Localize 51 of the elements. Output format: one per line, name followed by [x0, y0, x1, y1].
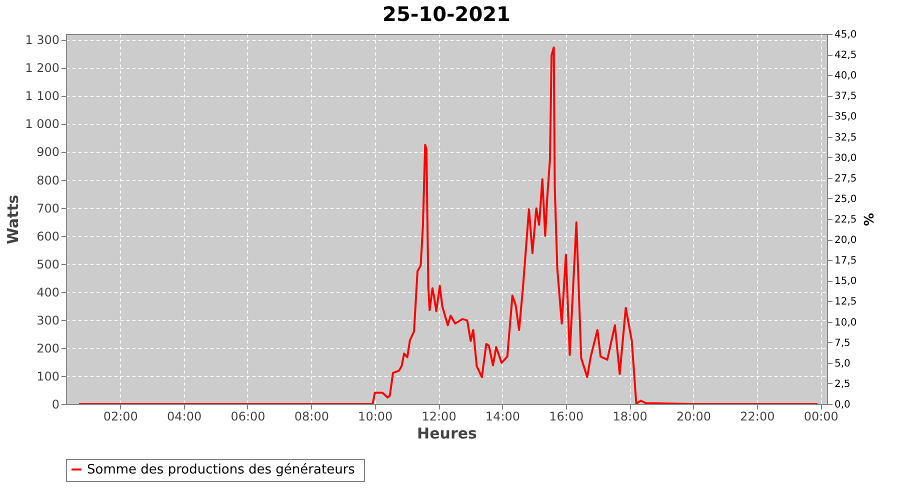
y2-tick-label: 37,5 [834, 91, 857, 102]
y2-axis-title: % [860, 212, 875, 226]
y2-tick-label: 35,0 [834, 112, 857, 123]
y-tick-label: 200 [36, 341, 60, 356]
y2-tick-label: 2,5 [834, 378, 850, 390]
x-tick-label: 00:00 [804, 410, 838, 424]
y-tick-label: 500 [36, 257, 60, 272]
x-tick-label: 20:00 [676, 410, 712, 424]
x-axis-title: Heures [417, 424, 478, 442]
y2-tick-label: 12,5 [834, 296, 857, 308]
x-tick-label: 08:00 [294, 410, 329, 424]
y-tick-label: 800 [36, 173, 60, 188]
y-tick-label: 700 [36, 201, 60, 216]
x-tick-label: 02:00 [103, 410, 138, 424]
y2-tick-label: 27,5 [834, 173, 857, 184]
y-tick-label: 600 [36, 229, 60, 244]
y2-tick-label: 45,0 [834, 30, 857, 40]
chart-title: 25-10-2021 [382, 2, 510, 26]
x-tick-label: 18:00 [612, 410, 648, 424]
y-tick-label: 1 300 [25, 33, 60, 48]
y-axis-title: Watts [4, 194, 22, 244]
y2-tick-label: 30,0 [834, 152, 857, 164]
y-tick-label: 1 200 [25, 61, 60, 76]
x-tick-label: 06:00 [230, 410, 266, 424]
y-tick-label: 1 000 [25, 117, 60, 132]
y-tick-label: 900 [36, 145, 60, 160]
y2-tick-label: 17,5 [834, 256, 857, 267]
y2-tick-label: 20,0 [834, 235, 857, 246]
y-tick-label: 400 [36, 285, 60, 300]
x-tick-label: 22:00 [740, 410, 775, 424]
x-tick-label: 14:00 [485, 410, 520, 424]
y-tick-label: 100 [36, 369, 60, 384]
y-tick-label: 1 100 [25, 89, 60, 104]
y2-tick-label: 40,0 [834, 70, 857, 82]
x-tick-label: 12:00 [422, 410, 456, 424]
y2-tick-label: 42,5 [834, 50, 857, 62]
y2-tick-label: 25,0 [834, 194, 857, 205]
y2-tick-label: 22,5 [834, 214, 857, 226]
y2-tick-label: 7,5 [834, 338, 850, 349]
y-tick-label: 300 [36, 313, 60, 328]
y2-tick-label: 5,0 [834, 358, 850, 370]
y-tick-label: 0 [52, 398, 60, 412]
line-series [78, 46, 818, 404]
x-tick-label: 16:00 [549, 410, 584, 424]
y2-tick-label: 0,0 [834, 400, 850, 410]
legend-label: Somme des productions des générateurs [87, 462, 356, 478]
y2-tick-label: 32,5 [834, 132, 857, 144]
x-tick-label: 10:00 [358, 410, 393, 424]
y2-tick-label: 10,0 [834, 317, 857, 328]
y2-tick-label: 15,0 [834, 276, 857, 288]
x-tick-label: 04:00 [167, 410, 202, 424]
